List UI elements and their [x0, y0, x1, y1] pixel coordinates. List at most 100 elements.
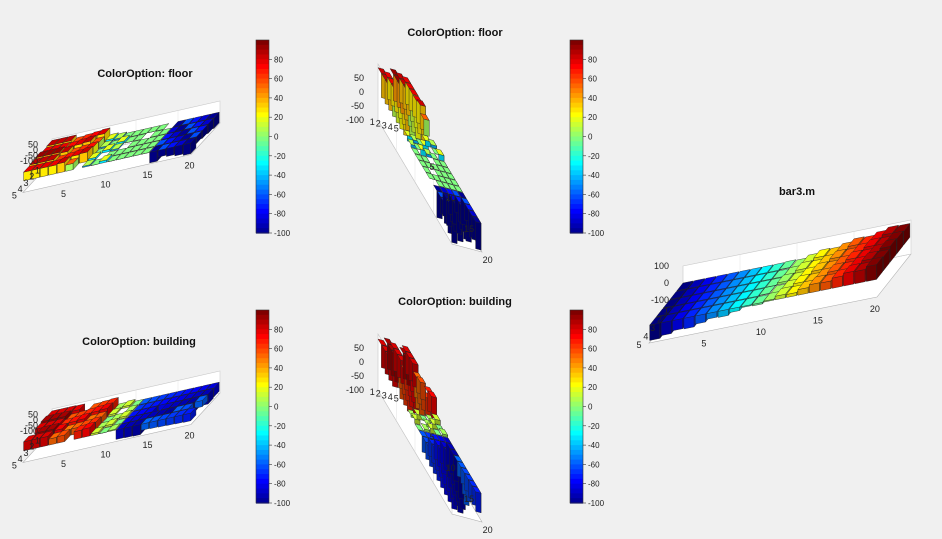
bar-top [706, 303, 724, 314]
bar [449, 178, 460, 187]
bar-face [660, 320, 672, 336]
bar-face [132, 424, 141, 437]
colorbar-segment [256, 49, 269, 56]
bar-top [425, 172, 436, 180]
bar-top [157, 127, 172, 136]
colorbar-tick-label: 60 [274, 345, 283, 354]
bar-top [130, 128, 145, 138]
y-tick-label: 1 [370, 387, 375, 397]
bar-top [731, 284, 749, 295]
bar-top [126, 409, 141, 418]
colorbar-segment [256, 117, 269, 123]
colorbar-segment [256, 208, 269, 215]
colorbar-segment [256, 392, 269, 398]
bar [118, 409, 133, 420]
bar-top [674, 295, 692, 306]
colorbar-segment [256, 68, 269, 75]
bar [132, 133, 147, 142]
bar [445, 172, 456, 181]
colorbar-segment [256, 228, 269, 234]
z-tick-label: 50 [28, 140, 38, 150]
bar-top [73, 424, 88, 433]
bar-top [451, 189, 461, 198]
bar-top [758, 285, 776, 296]
colorbar-tick-label: -100 [588, 499, 605, 508]
colorbar-tick-label: 20 [588, 113, 597, 122]
bar-top [183, 121, 198, 131]
bar-top [867, 243, 886, 254]
bar-top [68, 415, 83, 424]
bar-top [438, 427, 449, 436]
colorbar-tick-label: -80 [274, 480, 286, 489]
bar-top [424, 161, 434, 170]
y-tick-label: 3 [23, 178, 28, 188]
x-tick-label: 10 [446, 463, 456, 473]
colorbar-segment [256, 189, 269, 195]
bar-top [37, 155, 52, 164]
colorbar-segment [256, 40, 269, 46]
colorbar-segment [256, 170, 269, 176]
y-tick-label: 1 [35, 435, 40, 445]
bar-top [87, 416, 102, 425]
x-tick-label: 20 [185, 430, 195, 440]
bar [414, 423, 425, 432]
bar [471, 215, 482, 251]
colorbar-segment [256, 310, 269, 316]
colorbar-segment [256, 353, 269, 359]
colorbar-segment [256, 464, 269, 470]
colorbar-segment [256, 54, 269, 60]
z-tick-label: 0 [359, 87, 364, 97]
colorbar-segment [570, 170, 583, 176]
bar-top [439, 170, 450, 179]
z-tick-label: 50 [28, 410, 38, 420]
colorbar-segment [570, 416, 583, 422]
colorbar-segment [256, 194, 269, 200]
colorbar-segment [570, 430, 583, 437]
bar-top [113, 401, 128, 410]
bar-top [54, 136, 69, 145]
colorbar-segment [570, 498, 583, 504]
bar-top [437, 175, 448, 184]
bar-top [146, 410, 161, 419]
bar-top [765, 277, 783, 288]
bar [39, 430, 54, 448]
bar-top [157, 397, 172, 406]
bar [121, 145, 136, 155]
bar-top [401, 75, 412, 84]
bar-top [112, 147, 127, 156]
colorbar-segment [570, 155, 583, 162]
bar-top [129, 144, 144, 153]
colorbar-segment [256, 440, 269, 446]
colorbar-segment [570, 338, 583, 345]
bar-top [183, 391, 198, 401]
bar-top [106, 423, 121, 432]
bar-top [132, 148, 147, 157]
colorbar-segment [256, 372, 269, 379]
colorbar-segment [570, 449, 583, 456]
bar-top [149, 129, 164, 138]
colorbar-segment [256, 165, 269, 171]
bar-top [177, 398, 192, 407]
bar [431, 413, 441, 426]
bar-face [56, 161, 65, 174]
colorbar-segment [256, 324, 269, 330]
bar-top [774, 286, 792, 297]
colorbar-segment [570, 150, 583, 157]
colorbar-segment [570, 348, 583, 355]
colorbar-segment [570, 363, 583, 369]
bar-top [749, 273, 767, 284]
colorbar-segment [570, 483, 583, 490]
z-tick-label: 0 [33, 415, 38, 425]
bar-top [73, 137, 88, 146]
bar-top [829, 248, 847, 260]
z-tick-label: -100 [20, 156, 38, 166]
z-tick-label: -50 [351, 371, 364, 381]
colorbar-segment [256, 136, 269, 142]
bar [434, 148, 445, 162]
bar-top [785, 284, 804, 295]
bar-top [416, 376, 426, 384]
bar-top [377, 338, 388, 347]
bar [442, 166, 452, 174]
